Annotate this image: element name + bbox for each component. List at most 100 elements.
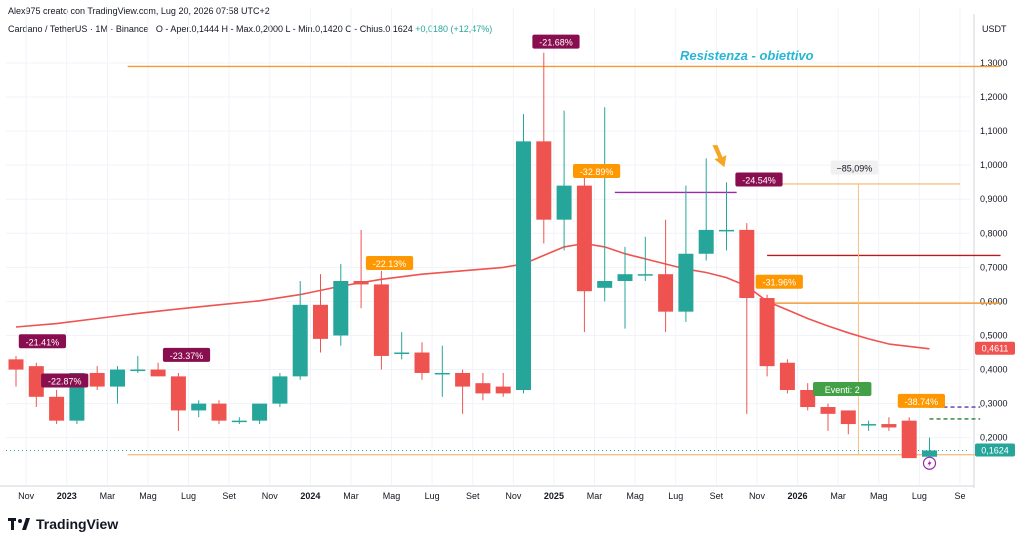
candle-body (739, 229, 755, 299)
resistance-annotation: Resistenza - obiettivo (680, 48, 814, 63)
y-tick-label: 0,7000 (980, 262, 1008, 272)
x-tick-label: Lug (912, 491, 927, 501)
candle-body (414, 352, 430, 373)
label-text: Eventi: 2 (825, 385, 860, 395)
candle-body (719, 229, 734, 232)
candle-body (779, 362, 795, 390)
price-tag: 0,4611 (975, 341, 1015, 355)
tradingview-logo-icon (8, 518, 30, 530)
candle-body (130, 369, 146, 372)
candle-body (373, 284, 389, 356)
candle-body (840, 410, 856, 425)
tradingview-logo[interactable]: TradingView (8, 516, 118, 532)
percent-label: -32.89% (572, 163, 621, 178)
x-tick-label: Mar (343, 491, 359, 501)
label-text: -24.54% (742, 176, 776, 186)
x-tick-label: Mag (139, 491, 157, 501)
candle-body (231, 420, 247, 423)
label-text: -22.87% (48, 376, 82, 386)
candle-body (800, 389, 816, 408)
label-text: -21.41% (26, 337, 60, 347)
x-tick-label: Mar (830, 491, 846, 501)
ohlc-values: O - Aper.0,1444 H - Max.0,2000 L - Min.0… (155, 24, 413, 34)
percent-label: -22.87% (41, 373, 89, 388)
candle-body (759, 298, 775, 367)
x-tick-label: Set (466, 491, 480, 501)
percent-label: -22.13% (365, 255, 414, 270)
lightning-glyph (927, 459, 932, 468)
percent-label: Eventi: 2 (813, 381, 872, 396)
label-text: -31.96% (763, 278, 797, 288)
candle-body (678, 253, 694, 312)
candle-body (536, 141, 552, 220)
x-tick-label: Mag (383, 491, 401, 501)
label-text: -32.89% (580, 167, 614, 177)
label-box (830, 160, 878, 175)
candle-body (170, 376, 186, 411)
y-tick-label: 1,1000 (980, 126, 1008, 136)
label-box (365, 255, 414, 270)
x-tick-label: Nov (262, 491, 279, 501)
candle-body (698, 229, 714, 254)
candle-body (191, 403, 207, 411)
x-tick-label: Nov (749, 491, 766, 501)
candle-body (292, 304, 308, 377)
y-tick-label: 1,2000 (980, 92, 1008, 102)
x-tick-label: Nov (505, 491, 522, 501)
label-text: -38.74% (905, 397, 939, 407)
candle-body (8, 359, 24, 370)
candle-body (475, 383, 491, 394)
label-text: -22.13% (373, 259, 407, 269)
logo-text: TradingView (36, 516, 119, 532)
candle-body (434, 372, 450, 375)
creator-line: Alex975 creato con TradingView.com, Lug … (8, 6, 270, 16)
candle-body (516, 141, 531, 390)
candle-body (658, 274, 674, 312)
x-tick-label: Se (954, 491, 965, 501)
moving-average-line (15, 242, 930, 350)
label-box (41, 373, 89, 388)
candle-body (150, 369, 166, 377)
candle-body (28, 366, 44, 397)
price-tag-text: 0,1624 (981, 445, 1009, 455)
x-tick-label: Nov (18, 491, 35, 501)
candle-body (89, 372, 105, 387)
candle-body (455, 372, 471, 387)
axis-unit-label: USDT (982, 24, 1007, 34)
label-text: −85,09% (836, 164, 872, 174)
y-tick-label: 0,9000 (980, 194, 1008, 204)
percent-label: -23.37% (162, 347, 211, 362)
x-tick-label: Lug (668, 491, 683, 501)
x-tick-label: Set (710, 491, 724, 501)
x-tick-label: Lug (181, 491, 196, 501)
percent-label: -24.54% (735, 172, 783, 187)
percent-label: -38.74% (897, 393, 945, 408)
candle-body (576, 185, 592, 292)
label-box (813, 381, 872, 396)
change-value: +0,0180 (+12,47%) (415, 24, 493, 34)
candle-body (597, 280, 613, 288)
label-box (18, 334, 66, 349)
y-tick-label: 1,0000 (980, 160, 1008, 170)
candle-body (272, 376, 288, 404)
y-tick-label: 1,3000 (980, 58, 1008, 68)
label-box (897, 393, 945, 408)
y-tick-label: 0,6000 (980, 296, 1008, 306)
symbol-name[interactable]: Cardano / TetherUS · 1M · Binance (8, 24, 149, 34)
x-tick-label: Mag (870, 491, 888, 501)
percent-label: -21.68% (532, 34, 580, 49)
candle-body (49, 396, 65, 421)
candle-body (922, 450, 937, 457)
candle-body (617, 274, 633, 281)
label-box (162, 347, 211, 362)
x-tick-label: 2024 (300, 491, 320, 501)
candle-body (820, 407, 836, 414)
percent-label: −85,09% (830, 160, 878, 175)
candles (8, 52, 937, 459)
label-box (735, 172, 783, 187)
price-tag: 0,1624 (975, 443, 1015, 457)
label-box (532, 34, 580, 49)
label-box (755, 274, 803, 289)
y-tick-label: 0,2000 (980, 433, 1008, 443)
